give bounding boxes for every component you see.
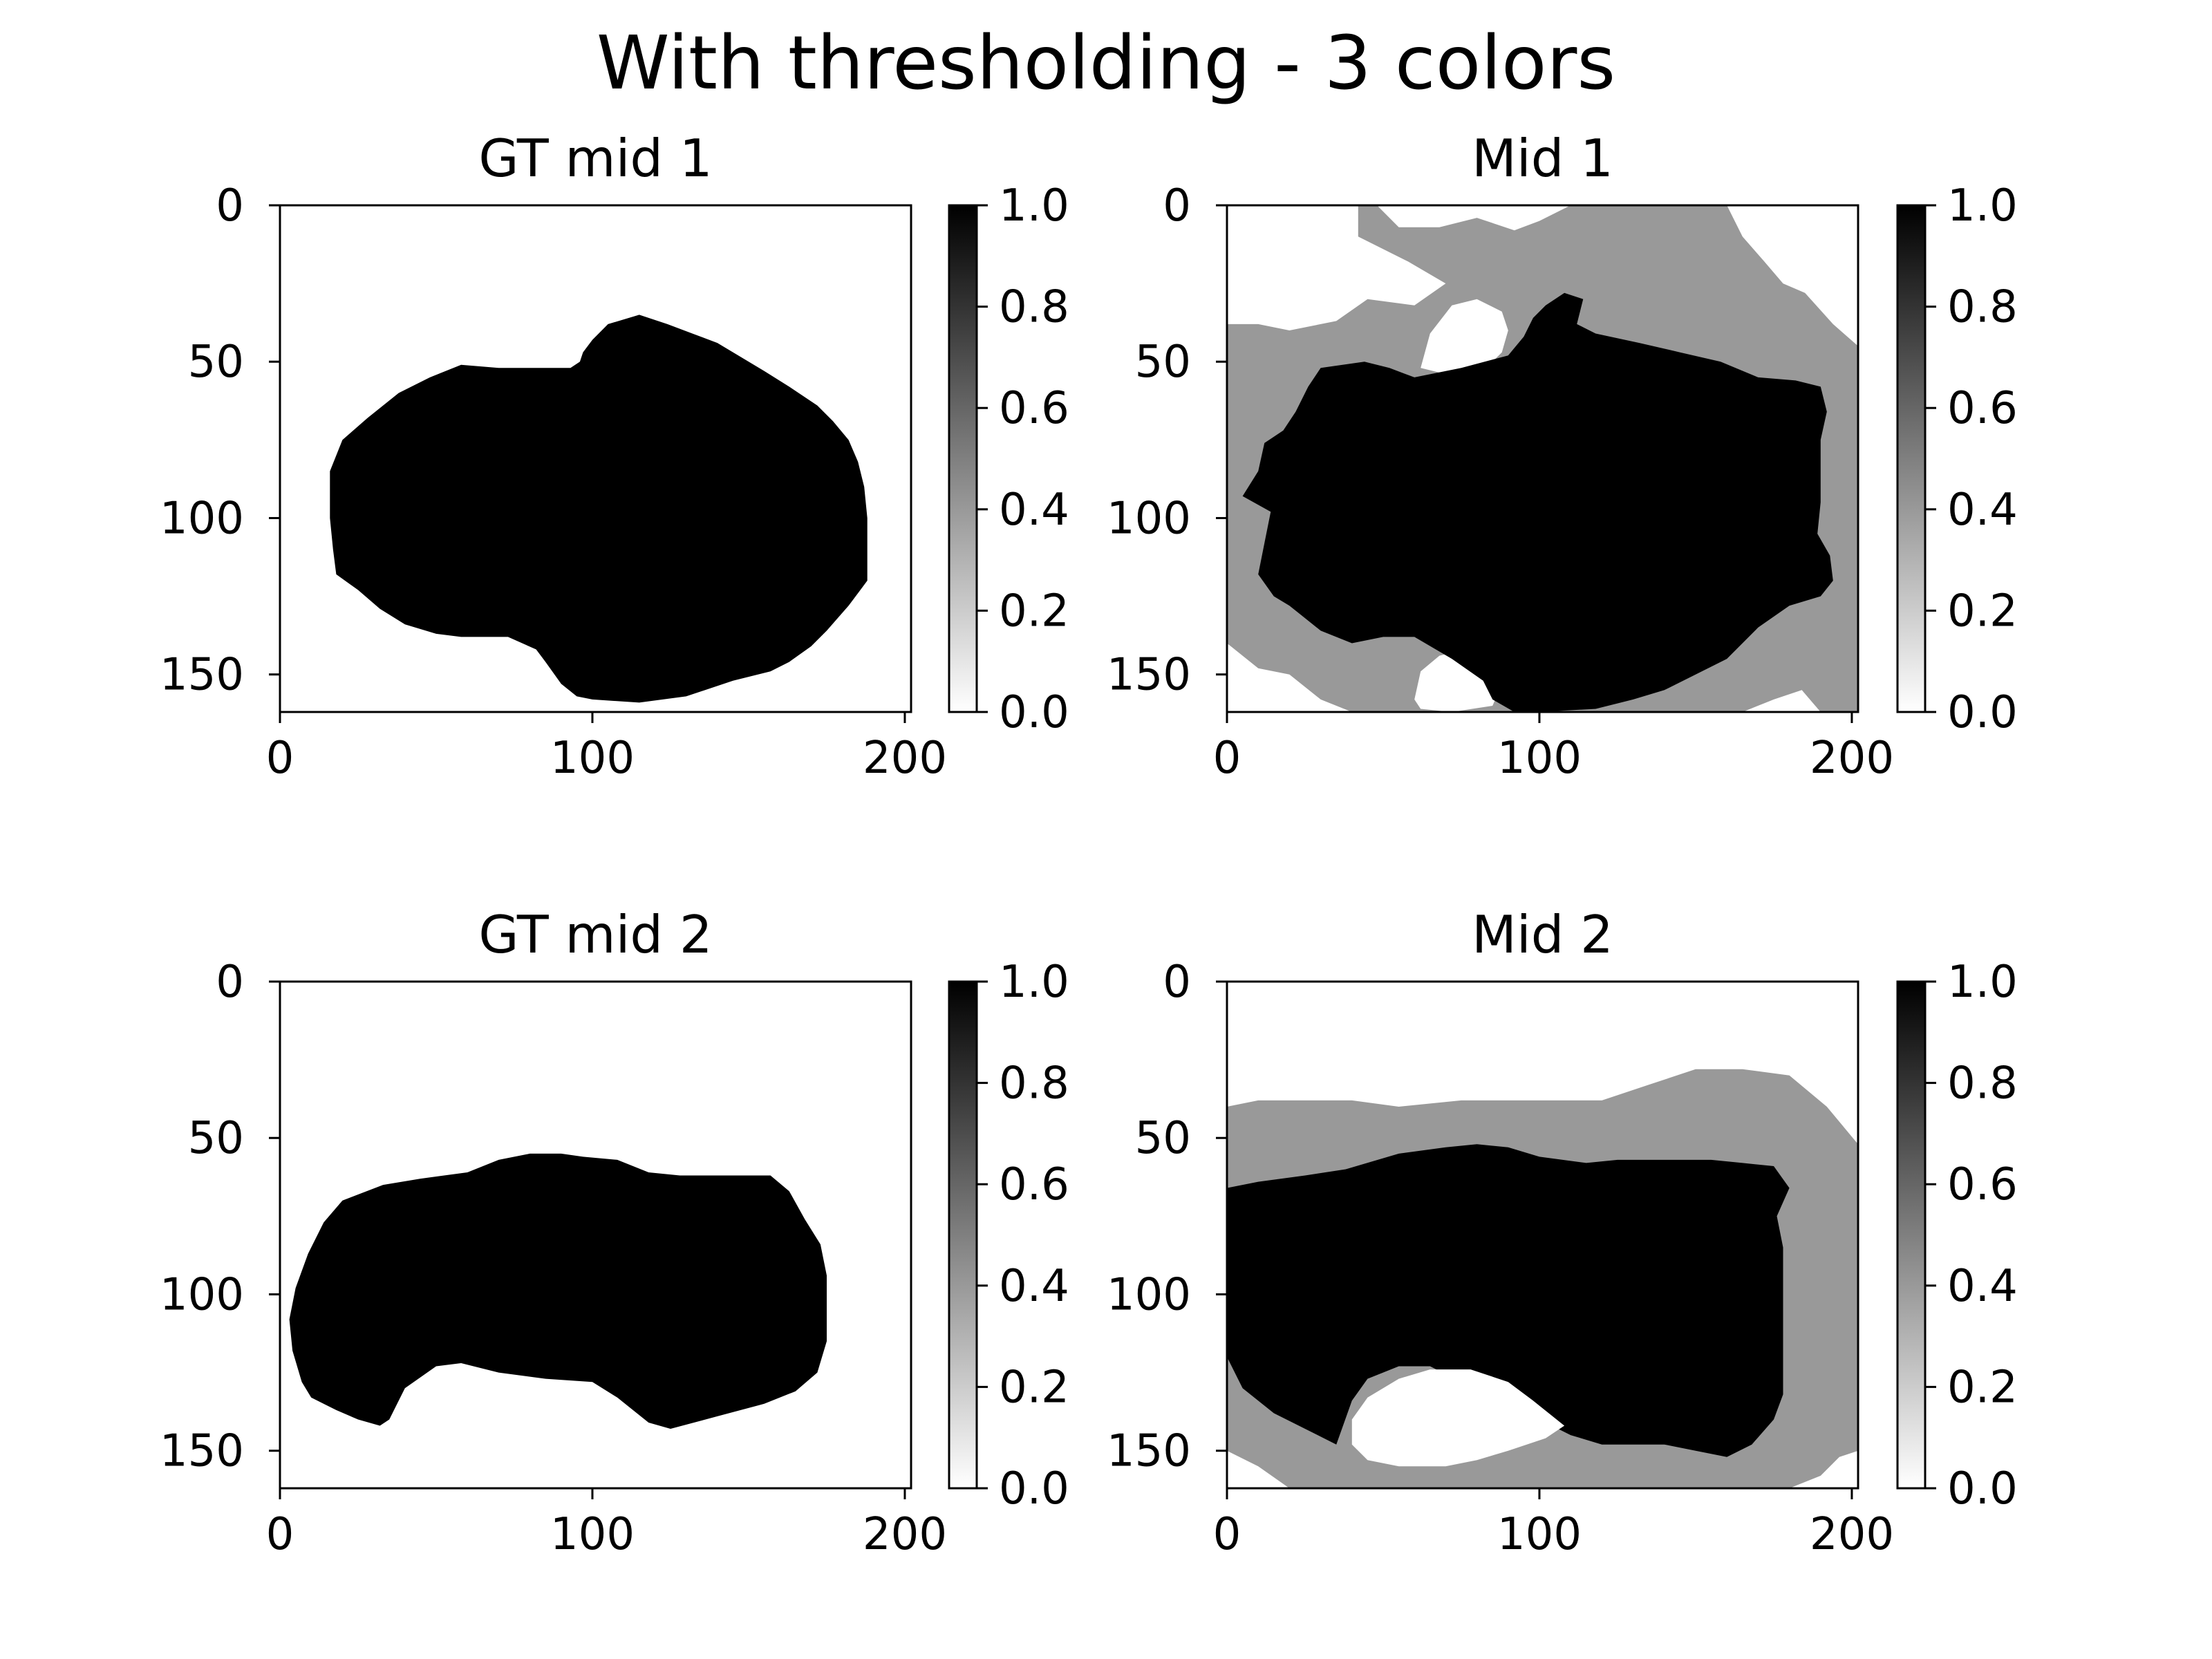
colorbar-tick-label: 1.0 [1947, 957, 2018, 1008]
y-tick-label: 50 [188, 1113, 244, 1164]
y-tick-label: 100 [160, 493, 244, 544]
image-area [1227, 982, 1858, 1488]
y-tick-label: 150 [1107, 650, 1191, 701]
colorbar-tick-label: 0.2 [1947, 1362, 2018, 1413]
colorbar-tick-label: 0.8 [999, 1058, 1069, 1109]
x-tick-label: 0 [1213, 733, 1241, 784]
colorbar-tick-label: 0.6 [1947, 1159, 2018, 1210]
region-object [330, 315, 868, 703]
region-object [1242, 292, 1833, 712]
axes-frame [1226, 204, 1859, 713]
subplot-title: GT mid 2 [478, 904, 712, 965]
y-tick-label: 0 [1163, 180, 1191, 232]
colorbar-tick-label: 0.4 [999, 1261, 1069, 1312]
colorbar-fill [949, 982, 977, 1488]
axes-frame [1226, 980, 1859, 1490]
colorbar-frame [1896, 980, 1927, 1490]
region-object [1227, 1144, 1790, 1457]
subplot-4: Mid 2 0 100 200 0 50 100 150 0.0 0.2 0.4 0.6 0.8 1.0 [1107, 904, 2018, 1560]
y-tick-label: 150 [160, 1426, 244, 1477]
y-tick-label: 150 [160, 650, 244, 701]
colorbar-tick-label: 0.6 [999, 383, 1069, 434]
colorbar-tick-label: 0.4 [1947, 1261, 2018, 1312]
colorbar-tick-label: 0.0 [999, 687, 1069, 738]
colorbar: 0.0 0.2 0.4 0.6 0.8 1.0 [1896, 957, 2018, 1515]
subplot-title: Mid 1 [1472, 128, 1613, 189]
image-area [1227, 205, 1858, 712]
region-object [289, 1153, 827, 1429]
subplot-3: GT mid 2 0 100 200 0 50 100 150 0.0 0.2 0.4 0.6 0.8 1… [160, 904, 1069, 1560]
colorbar-tick-label: 0.4 [999, 485, 1069, 536]
colorbar-tick-label: 0.6 [1947, 383, 2018, 434]
x-tick-label: 0 [1213, 1509, 1241, 1560]
y-tick-label: 150 [1107, 1426, 1191, 1477]
y-tick-label: 50 [1135, 337, 1191, 388]
colorbar-tick-label: 0.0 [1947, 1463, 2018, 1515]
subplot-1: GT mid 1 0 100 200 0 50 100 150 0.0 0.2 0.4 0.6 0.8 1… [160, 128, 1069, 784]
x-tick-label: 200 [863, 1509, 947, 1560]
colorbar: 0.0 0.2 0.4 0.6 0.8 1.0 [948, 957, 1069, 1515]
colorbar-tick-label: 0.6 [999, 1159, 1069, 1210]
subplot-title: GT mid 1 [478, 128, 712, 189]
colorbar: 0.0 0.2 0.4 0.6 0.8 1.0 [1896, 180, 2018, 738]
x-tick-label: 0 [266, 733, 294, 784]
colorbar: 0.0 0.2 0.4 0.6 0.8 1.0 [948, 180, 1069, 738]
y-tick-label: 100 [1107, 493, 1191, 544]
image-area [330, 315, 868, 703]
colorbar-frame [948, 980, 978, 1490]
subplot-title: Mid 2 [1472, 904, 1613, 965]
figure-title: With thresholding - 3 colors [597, 21, 1615, 106]
panel-grid: GT mid 1 0 100 200 0 50 100 150 0.0 0.2 0.4 0.6 0.8 1… [160, 128, 2018, 1560]
y-tick-label: 50 [188, 337, 244, 388]
colorbar-fill [1897, 205, 1925, 712]
colorbar-tick-label: 1.0 [999, 180, 1069, 232]
x-tick-label: 100 [550, 1509, 635, 1560]
colorbar-tick-label: 0.4 [1947, 485, 2018, 536]
colorbar-tick-label: 1.0 [1947, 180, 2018, 232]
colorbar-tick-label: 0.0 [1947, 687, 2018, 738]
x-tick-label: 100 [550, 733, 635, 784]
colorbar-fill [949, 205, 977, 712]
colorbar-tick-label: 0.2 [1947, 585, 2018, 637]
y-tick-label: 0 [216, 957, 244, 1008]
image-area [289, 1153, 827, 1429]
colorbar-frame [1896, 204, 1927, 713]
y-tick-label: 100 [160, 1269, 244, 1320]
y-tick-label: 0 [216, 180, 244, 232]
y-tick-label: 0 [1163, 957, 1191, 1008]
x-tick-label: 100 [1497, 1509, 1582, 1560]
colorbar-tick-label: 0.2 [999, 1362, 1069, 1413]
x-tick-label: 200 [1810, 733, 1894, 784]
region-hole [1351, 1369, 1565, 1467]
colorbar-tick-label: 0.0 [999, 1463, 1069, 1515]
colorbar-fill [1897, 982, 1925, 1488]
colorbar-tick-label: 1.0 [999, 957, 1069, 1008]
subplot-2: Mid 1 0 100 200 0 50 100 150 0.0 0.2 0.4 0.6 0.8 1.0 [1107, 128, 2018, 784]
y-tick-label: 100 [1107, 1269, 1191, 1320]
y-tick-label: 50 [1135, 1113, 1191, 1164]
colorbar-tick-label: 0.8 [1947, 1058, 2018, 1109]
colorbar-frame [948, 204, 978, 713]
x-tick-label: 200 [863, 733, 947, 784]
x-tick-label: 0 [266, 1509, 294, 1560]
x-tick-label: 200 [1810, 1509, 1894, 1560]
colorbar-tick-label: 0.8 [999, 282, 1069, 333]
colorbar-tick-label: 0.2 [999, 585, 1069, 637]
axes-frame [279, 204, 912, 713]
x-tick-label: 100 [1497, 733, 1582, 784]
colorbar-tick-label: 0.8 [1947, 282, 2018, 333]
axes-frame [279, 980, 912, 1490]
region-hole-top [1421, 299, 1508, 375]
